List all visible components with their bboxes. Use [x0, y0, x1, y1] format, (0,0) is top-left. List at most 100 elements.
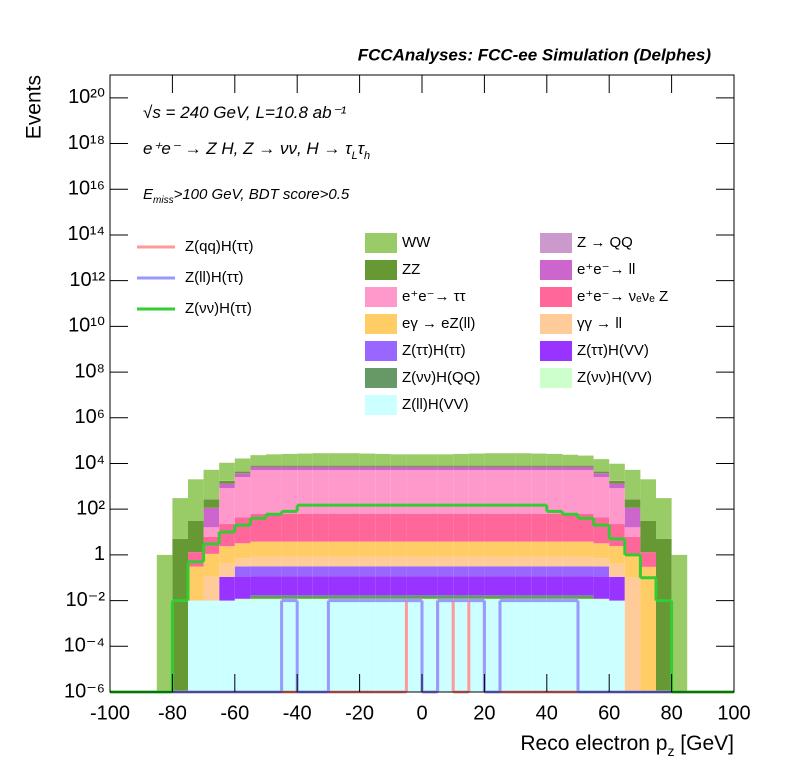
histogram-bin: [593, 558, 610, 567]
histogram-bin: [281, 541, 298, 557]
histogram-bin: [312, 513, 329, 542]
histogram-bin: [422, 576, 438, 596]
annotation: e⁺e⁻ → Z H, Z → νν, H → τLτh: [143, 139, 370, 161]
histogram-bin: [593, 600, 610, 692]
histogram-bin: [515, 595, 532, 599]
histogram-bin: [281, 453, 298, 466]
histogram-bin: [359, 470, 376, 514]
histogram-bin: [344, 470, 360, 514]
legend-label: ZZ: [402, 261, 420, 278]
histogram-bin: [328, 541, 344, 557]
histogram-bin: [500, 595, 516, 599]
annotation-part: √s = 240 GeV, L=10.8 ab⁻¹: [143, 103, 347, 122]
histogram-bin: [312, 598, 329, 601]
histogram-bin: [609, 546, 625, 564]
x-axis-label-part: [GeV]: [674, 732, 734, 755]
legend-swatch: [365, 233, 397, 253]
histogram-bin: [531, 470, 547, 514]
x-axis-label-part: Reco electron p: [520, 732, 667, 755]
histogram-bin: [281, 513, 298, 542]
histogram-bin: [234, 471, 251, 474]
histogram-bin: [359, 576, 376, 596]
histogram-bin: [484, 598, 500, 601]
histogram-bin: [453, 600, 469, 692]
histogram-bin: [437, 466, 454, 471]
histogram-bin: [578, 598, 594, 601]
histogram-bin: [437, 595, 454, 599]
histogram-bin: [234, 598, 251, 601]
histogram-bin: [562, 454, 578, 466]
histogram-bin: [203, 469, 220, 500]
histogram-bin: [562, 470, 578, 514]
histogram-bin: [219, 576, 235, 601]
histogram-bin: [266, 598, 282, 601]
histogram-bin: [203, 600, 220, 692]
histogram-bin: [359, 541, 376, 557]
histogram-bin: [234, 543, 251, 559]
step-riser: [404, 600, 486, 692]
histogram-bin: [234, 558, 251, 567]
legend-swatch: [365, 287, 397, 307]
legend-swatch: [540, 287, 572, 307]
histogram-bin: [578, 576, 594, 596]
histogram-bin: [359, 513, 376, 542]
histogram-bin: [500, 600, 516, 692]
histogram-bin: [297, 541, 313, 557]
histogram-bin: [312, 541, 329, 557]
legend-label: Z(ττ)H(ττ): [402, 342, 466, 359]
histogram-bin: [453, 453, 469, 466]
histogram-bin: [188, 566, 204, 601]
histogram-bin: [484, 465, 500, 467]
histogram-bin: [375, 600, 391, 692]
histogram-bin: [562, 556, 578, 567]
step-riser: [280, 600, 580, 692]
annotation: Emiss>100 GeV, BDT score>0.5: [143, 186, 350, 206]
histogram-bin: [297, 470, 313, 514]
y-axis-label: Events: [23, 75, 46, 139]
histogram-bin: [562, 465, 578, 467]
histogram-bin: [656, 498, 672, 539]
y-tick-label: 10⁻⁴: [64, 635, 105, 657]
histogram-bin: [406, 470, 422, 514]
histogram-bin: [203, 527, 220, 537]
histogram-bin: [531, 600, 547, 692]
step-riser: [170, 505, 674, 692]
histogram-bin: [546, 513, 563, 542]
histogram-bin: [266, 466, 282, 471]
histogram-bin: [562, 600, 578, 692]
histogram-bin: [624, 553, 641, 578]
histogram-bin: [312, 566, 329, 577]
histogram-bin: [188, 600, 204, 692]
chart-title: FCCAnalyses: FCC-ee Simulation (Delphes): [358, 45, 712, 64]
histogram-bin: [297, 465, 313, 467]
histogram-bin: [250, 465, 266, 467]
histogram-bin: [406, 513, 422, 542]
histogram-bin: [437, 600, 454, 692]
legend-label: Z → QQ: [577, 234, 633, 251]
y-tick-label: 10²⁰: [68, 86, 105, 108]
histogram-bin: [453, 466, 469, 471]
legend-swatch: [365, 314, 397, 334]
histogram-bin: [344, 576, 360, 596]
legend-swatch: [365, 260, 397, 280]
histogram-bin: [546, 453, 563, 466]
histogram-bin: [640, 566, 656, 692]
histogram-bin: [344, 465, 360, 467]
histogram-bin: [453, 470, 469, 514]
histogram-bin: [453, 465, 469, 467]
legend-label: e⁺e⁻→ ττ: [402, 288, 466, 305]
histogram-bin: [375, 566, 391, 577]
histogram-bin: [609, 483, 625, 489]
histogram-bin: [453, 566, 469, 577]
histogram-bin: [375, 556, 391, 567]
histogram-bin: [531, 465, 547, 467]
histogram-bin: [406, 466, 422, 471]
histogram-bin: [219, 600, 235, 692]
x-tick-label: 20: [473, 702, 495, 724]
histogram-bin: [250, 556, 266, 567]
histogram-bin: [515, 470, 532, 514]
histogram-bin: [578, 595, 594, 599]
histogram-bin: [344, 556, 360, 567]
legend-label: e⁺e⁻→ ll: [577, 261, 635, 278]
